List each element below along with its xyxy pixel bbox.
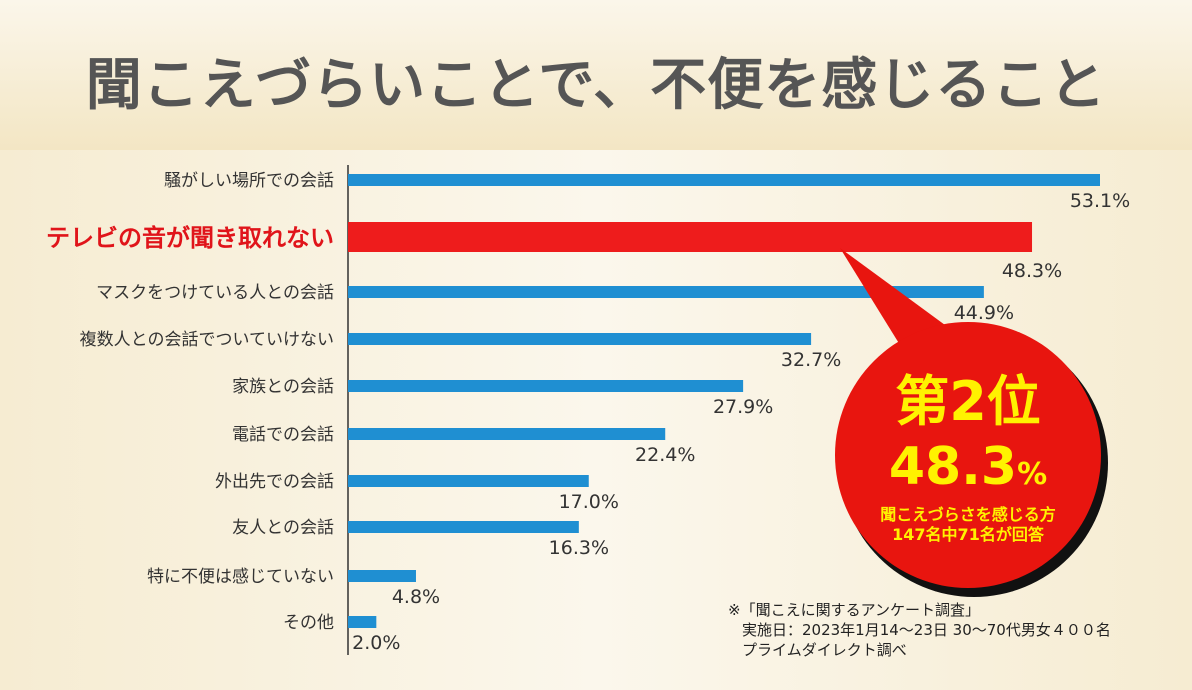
callout-value: 48.3% xyxy=(889,437,1047,497)
category-label: 騒がしい場所での会話 xyxy=(164,171,334,191)
page-title: 聞こえづらいことで、不便を感じること xyxy=(85,53,1107,118)
category-label: 友人との会話 xyxy=(232,518,334,538)
bar xyxy=(348,475,589,487)
value-label: 22.4% xyxy=(635,444,695,466)
footnote: ※「聞こえに関するアンケート調査」 実施日：2023年1月14〜23日 30〜7… xyxy=(728,600,1111,660)
value-label: 4.8% xyxy=(392,586,440,608)
callout-note-2: 147名中71名が回答 xyxy=(892,525,1045,544)
bar xyxy=(348,570,416,582)
bar xyxy=(348,174,1100,186)
header-band xyxy=(0,0,1192,150)
category-label: 特に不便は感じていない xyxy=(147,567,334,587)
bar xyxy=(348,616,377,628)
category-label: 複数人との会話でついていけない xyxy=(80,330,334,350)
bar xyxy=(348,286,984,298)
callout-note-1: 聞こえづらさを感じる方 xyxy=(880,505,1056,524)
value-label: 2.0% xyxy=(352,632,400,654)
bar xyxy=(348,333,812,345)
value-label: 44.9% xyxy=(954,302,1014,324)
value-label: 48.3% xyxy=(1002,260,1062,282)
category-label: 外出先での会話 xyxy=(215,472,334,492)
category-label: 電話での会話 xyxy=(232,425,334,445)
bar xyxy=(348,380,744,392)
bar xyxy=(348,521,579,533)
footnote-date: 実施日：2023年1月14〜23日 30〜70代男女４００名 xyxy=(742,621,1111,639)
callout-circle xyxy=(835,322,1101,588)
bar xyxy=(348,222,1033,252)
value-label: 16.3% xyxy=(549,537,609,559)
category-label: その他 xyxy=(283,613,334,633)
value-label: 32.7% xyxy=(781,349,841,371)
bar xyxy=(348,428,666,440)
footnote-source: プライムダイレクト調べ xyxy=(742,641,907,659)
callout-tail xyxy=(840,248,945,345)
footnote-survey: ※「聞こえに関するアンケート調査」 xyxy=(728,601,980,619)
value-label: 27.9% xyxy=(713,396,773,418)
value-label: 53.1% xyxy=(1070,190,1130,212)
category-label: 家族との会話 xyxy=(232,377,334,397)
category-label: マスクをつけている人との会話 xyxy=(96,283,334,303)
category-label: テレビの音が聞き取れない xyxy=(46,224,334,252)
callout-rank: 第2位 xyxy=(895,370,1041,433)
value-label: 17.0% xyxy=(559,491,619,513)
